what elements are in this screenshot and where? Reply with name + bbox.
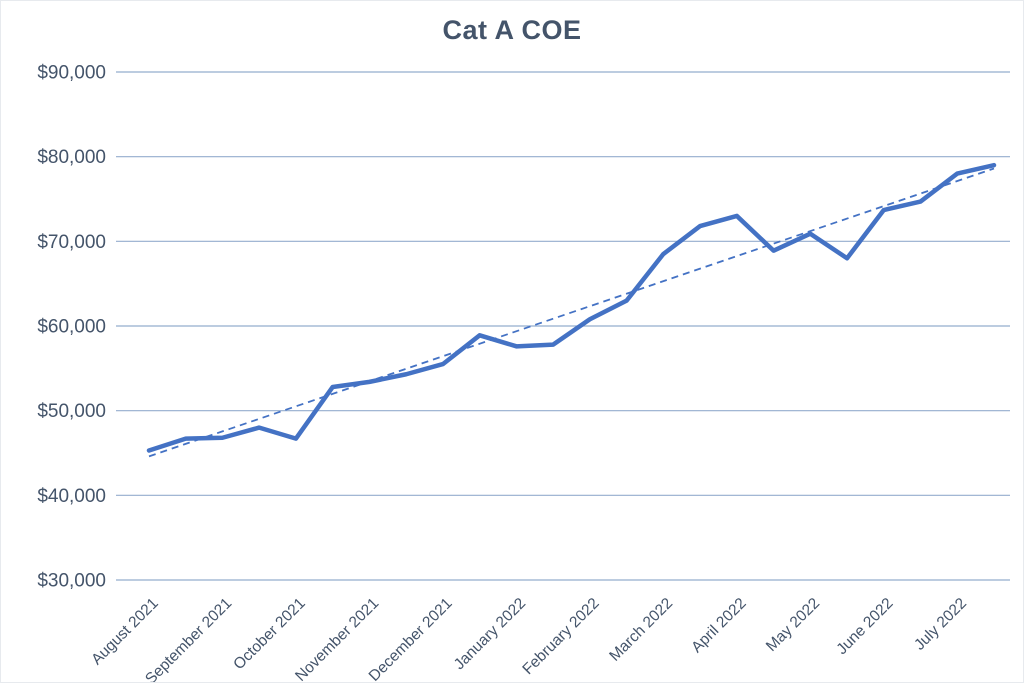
y-tick-label: $40,000 (37, 486, 106, 507)
y-tick-label: $30,000 (37, 571, 106, 592)
x-tick-label: October 2021 (230, 595, 308, 673)
chart-title: Cat A COE (442, 15, 582, 45)
x-tick-label: April 2022 (688, 595, 749, 656)
y-tick-label: $70,000 (37, 232, 106, 253)
y-tick-label: $50,000 (37, 401, 106, 422)
x-tick-label: June 2022 (833, 595, 896, 658)
x-tick-label: August 2021 (88, 595, 162, 669)
y-tick-label: $80,000 (37, 147, 106, 168)
x-tick-label: February 2022 (519, 595, 602, 678)
x-tick-label: May 2022 (763, 595, 823, 655)
y-tick-label: $60,000 (37, 317, 106, 338)
x-tick-label: January 2022 (451, 595, 529, 673)
y-tick-label: $90,000 (37, 63, 106, 84)
trendline (148, 167, 995, 458)
x-tick-label: July 2022 (911, 595, 970, 654)
series-line (146, 162, 997, 453)
x-tick-label: March 2022 (606, 595, 676, 665)
